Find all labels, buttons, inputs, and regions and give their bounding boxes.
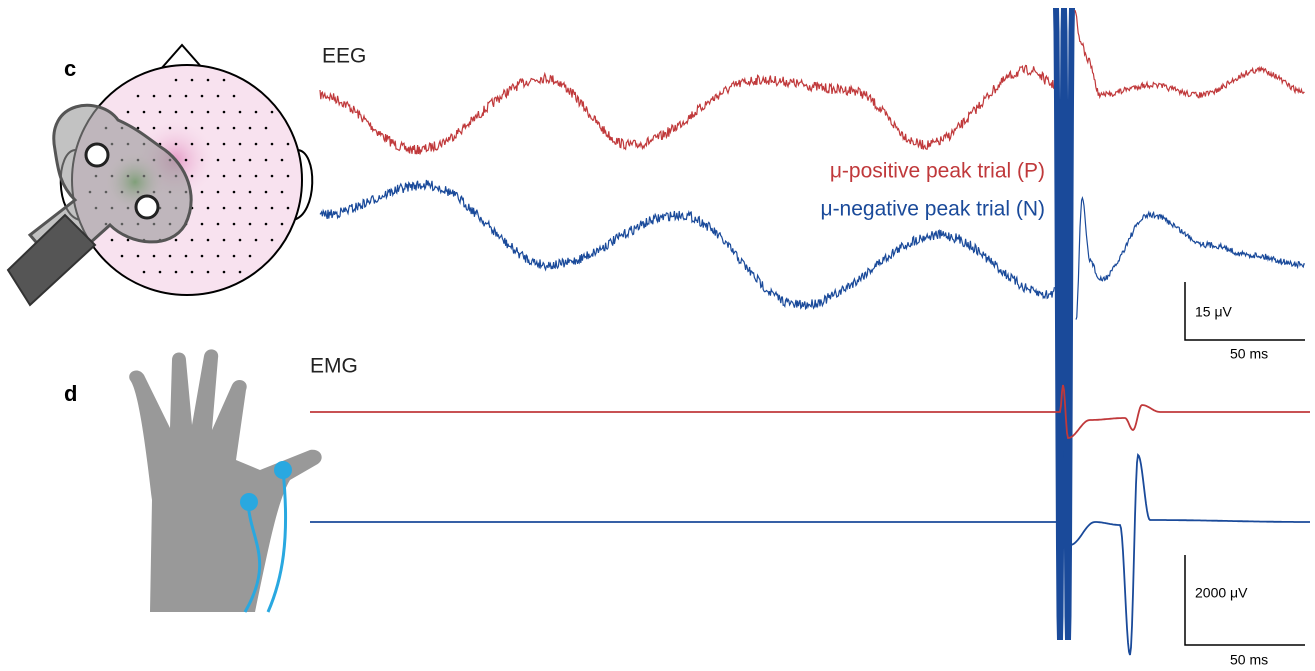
panel-label: c (64, 56, 76, 81)
trace (1075, 10, 1305, 98)
scale-bar-amplitude: 15 μV (1195, 304, 1233, 320)
panel-title: EEG (322, 45, 366, 68)
hand-illustration (129, 349, 321, 612)
scale-bar-time: 50 ms (1230, 346, 1268, 362)
panel-label: d (64, 381, 77, 406)
panel-title: EMG (310, 355, 358, 378)
trace (310, 385, 1310, 438)
head-illustration (8, 45, 312, 305)
trace (1076, 198, 1305, 320)
trace (320, 65, 1054, 154)
legend-entry: μ-negative peak trial (N) (820, 198, 1045, 221)
scale-bar-amplitude: 2000 μV (1195, 585, 1248, 601)
legend-entry: μ-positive peak trial (P) (830, 160, 1045, 183)
figure: c d EEG EMG μ-positive peak trial (P) μ-… (0, 0, 1315, 671)
traces (310, 8, 1310, 655)
scale-bar-time: 50 ms (1230, 652, 1268, 668)
trace (310, 440, 1310, 655)
